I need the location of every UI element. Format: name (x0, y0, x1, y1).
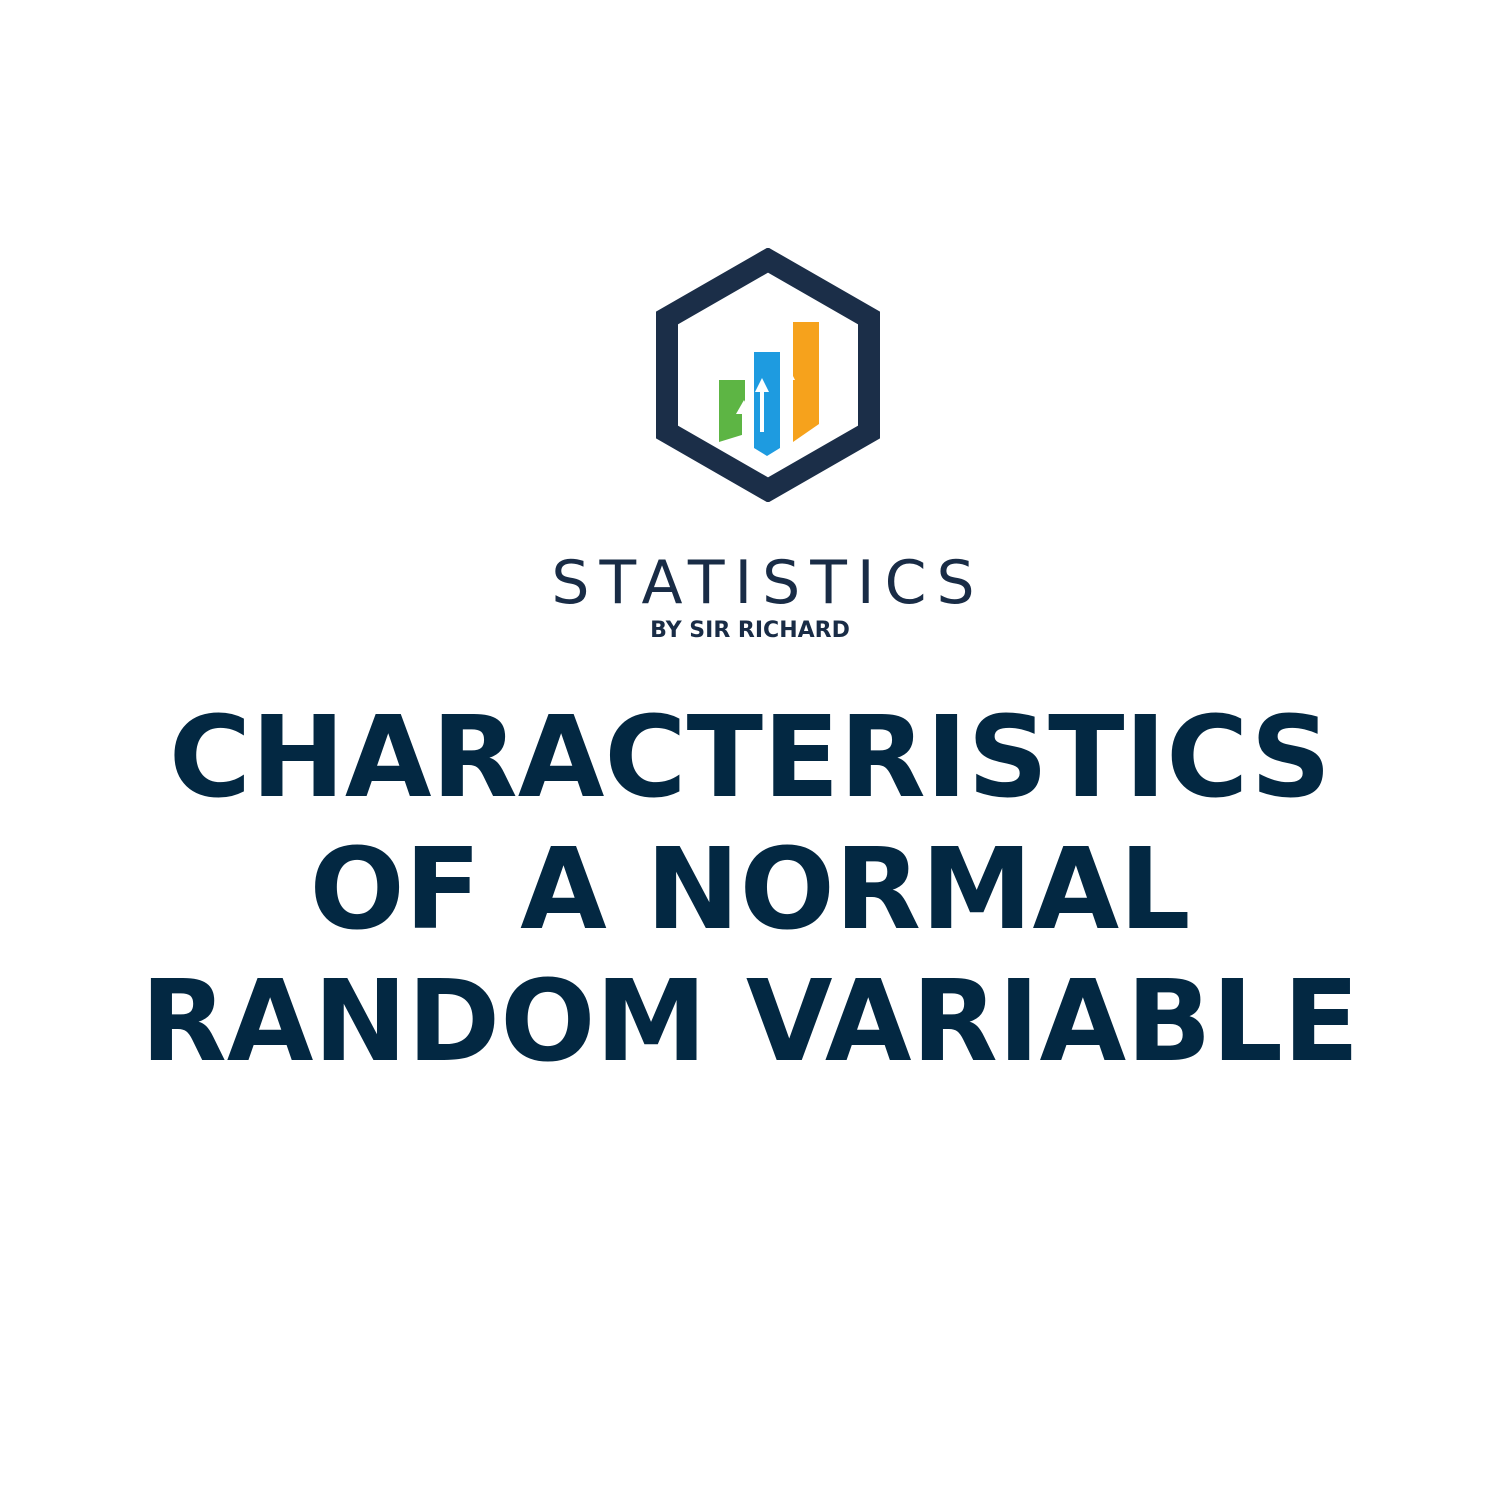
orange-bar (793, 322, 819, 442)
hexagon-frame (656, 248, 880, 502)
brand-name: STATISTICS (551, 548, 985, 618)
blue-bar (754, 352, 780, 456)
brand-tagline: BY SIR RICHARD (650, 618, 850, 643)
arrow-up-icon (736, 366, 795, 436)
headline-line-3: RANDOM VARIABLE (140, 957, 1360, 1087)
headline-title: CHARACTERISTICS OF A NORMAL RANDOM VARIA… (0, 692, 1500, 1088)
green-bar (719, 380, 745, 442)
headline-line-2: OF A NORMAL (309, 825, 1191, 955)
statistics-logo-icon (656, 248, 880, 502)
headline-line-1: CHARACTERISTICS (168, 693, 1332, 823)
